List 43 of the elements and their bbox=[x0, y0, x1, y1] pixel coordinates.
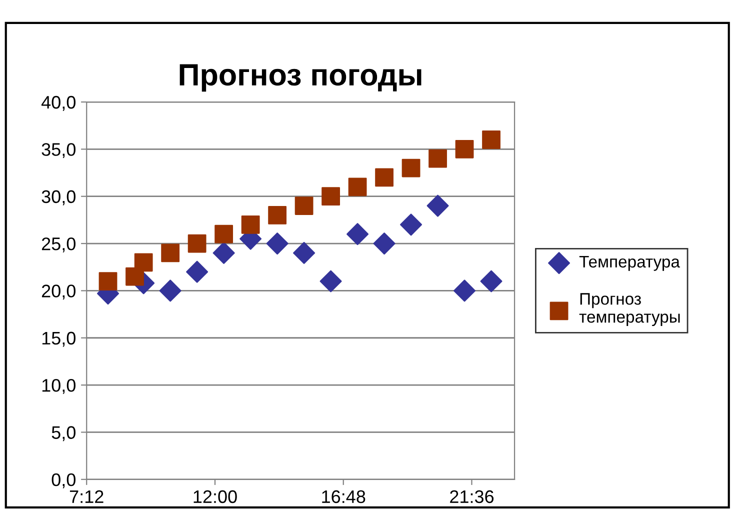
point bbox=[188, 234, 206, 253]
point bbox=[98, 272, 118, 290]
x-tick-label: 21:36 bbox=[450, 490, 494, 504]
y-tick-label: 30,0 bbox=[42, 190, 76, 206]
point bbox=[482, 130, 500, 149]
y-tick-label: 25,0 bbox=[42, 237, 76, 252]
point bbox=[348, 178, 367, 196]
y-tick-label: 40,0 bbox=[41, 96, 76, 111]
point bbox=[293, 242, 316, 264]
point bbox=[159, 280, 182, 302]
legend-label: Температура bbox=[579, 256, 680, 271]
point bbox=[161, 244, 180, 262]
point bbox=[214, 224, 234, 244]
x-tick-label: 7:12 bbox=[70, 490, 104, 503]
point bbox=[400, 214, 422, 236]
y-tick-label: 15,0 bbox=[42, 332, 76, 347]
point bbox=[402, 158, 420, 178]
point bbox=[212, 242, 235, 264]
point bbox=[480, 270, 502, 292]
point bbox=[241, 215, 260, 234]
point bbox=[266, 232, 288, 255]
point bbox=[373, 232, 396, 255]
point bbox=[134, 253, 153, 272]
y-tick-label: 10,0 bbox=[42, 378, 76, 394]
legend-label: Прогноз температуры bbox=[579, 293, 680, 326]
point bbox=[455, 140, 474, 158]
x-tick-label: 16:48 bbox=[322, 490, 366, 504]
point bbox=[322, 187, 340, 206]
point bbox=[454, 280, 476, 302]
point bbox=[268, 206, 287, 224]
point bbox=[186, 260, 208, 283]
point bbox=[320, 270, 342, 292]
y-tick-label: 5,0 bbox=[52, 426, 76, 442]
chart-title: Прогноз погоды bbox=[180, 64, 422, 92]
y-tick-label: 0,0 bbox=[52, 473, 76, 488]
y-tick-label: 35,0 bbox=[42, 143, 76, 158]
point bbox=[294, 196, 314, 215]
x-tick-label: 12:00 bbox=[194, 490, 237, 504]
point bbox=[346, 223, 369, 246]
y-tick-label: 20,0 bbox=[42, 284, 76, 300]
point bbox=[428, 149, 447, 168]
point bbox=[426, 194, 449, 217]
point bbox=[375, 168, 394, 187]
